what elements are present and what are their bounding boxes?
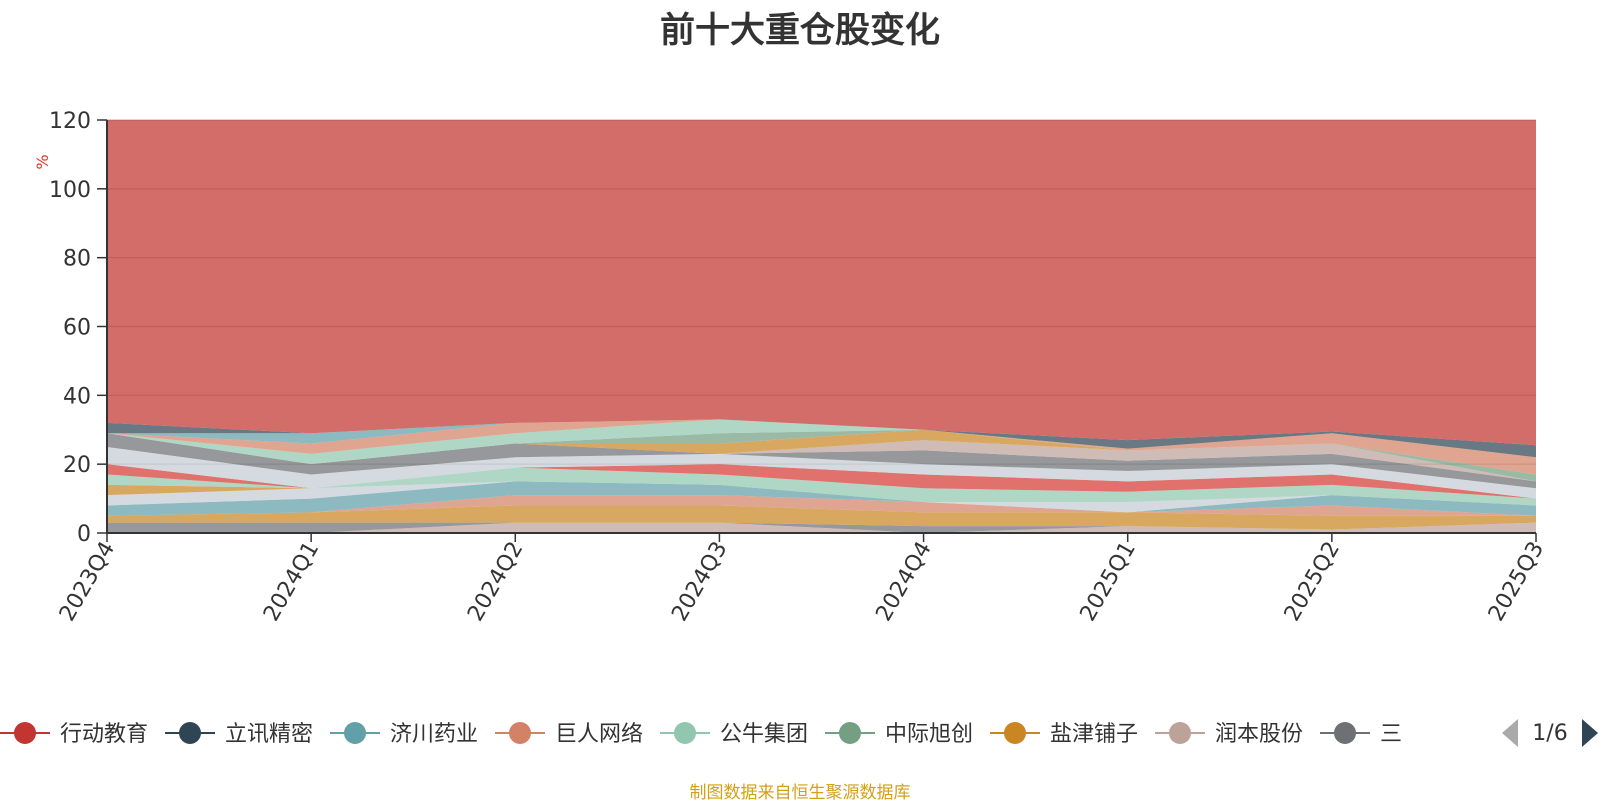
y-tick-label: 60 <box>63 316 91 341</box>
area-series[interactable] <box>107 433 1536 489</box>
area-series[interactable] <box>107 522 1536 533</box>
legend-item[interactable]: 立讯精密 <box>165 722 313 747</box>
legend-label: 三 <box>1380 722 1402 747</box>
y-tick-label: 20 <box>63 453 91 478</box>
y-axis-unit-label: % <box>33 154 52 169</box>
legend-marker-icon <box>14 722 36 744</box>
legend-label: 行动教育 <box>60 722 148 747</box>
legend-item[interactable]: 行动教育 <box>0 722 148 747</box>
y-tick-label: 0 <box>77 522 91 547</box>
legend-marker-icon <box>674 722 696 744</box>
area-series[interactable] <box>107 464 1536 499</box>
x-tick-label: 2025Q1 <box>1076 538 1141 626</box>
legend-item[interactable]: 三 <box>1320 722 1402 747</box>
y-tick-label: 40 <box>63 384 91 409</box>
legend[interactable]: 行动教育 立讯精密 济川药业 巨人网络 公牛集团 中际旭创 盐津铺子 润本股份 三 <box>0 722 1402 747</box>
legend-item[interactable]: 中际旭创 <box>825 722 973 747</box>
x-tick-label: 2024Q4 <box>871 538 936 626</box>
y-tick-label: 120 <box>49 109 91 134</box>
x-tick-label: 2025Q3 <box>1484 538 1549 626</box>
legend-marker-icon <box>344 722 366 744</box>
area-series[interactable] <box>107 481 1536 516</box>
x-tick-label: 2024Q2 <box>463 538 528 626</box>
chart-title: 前十大重仓股变化 <box>659 11 940 51</box>
legend-item[interactable]: 济川药业 <box>330 722 478 747</box>
legend-next-icon[interactable] <box>1582 719 1598 747</box>
area-layer <box>107 120 1536 533</box>
area-series[interactable] <box>107 522 1536 533</box>
area-series[interactable] <box>107 446 1536 499</box>
legend-prev-icon[interactable] <box>1502 719 1518 747</box>
area-series[interactable] <box>107 419 1536 458</box>
legend-label: 盐津铺子 <box>1050 722 1138 747</box>
area-series[interactable] <box>107 120 1536 446</box>
area-series[interactable] <box>107 505 1536 530</box>
area-series[interactable] <box>107 467 1536 506</box>
legend-page-indicator: 1/6 <box>1532 721 1567 746</box>
x-tick-label: 2024Q1 <box>259 538 324 626</box>
legend-marker-icon <box>179 722 201 744</box>
legend-item[interactable]: 盐津铺子 <box>990 722 1138 747</box>
legend-marker-icon <box>1334 722 1356 744</box>
legend-marker-icon <box>839 722 861 744</box>
legend-marker-icon <box>1004 722 1026 744</box>
legend-item[interactable]: 巨人网络 <box>495 722 643 747</box>
y-tick-label: 100 <box>49 178 91 203</box>
area-series[interactable] <box>107 419 1536 475</box>
area-series[interactable] <box>107 429 1536 482</box>
legend-label: 中际旭创 <box>885 722 973 747</box>
area-series[interactable] <box>107 419 1536 475</box>
legend-marker-icon <box>1169 722 1191 744</box>
legend-label: 立讯精密 <box>225 722 313 747</box>
x-tick-label: 2023Q4 <box>55 538 120 626</box>
legend-label: 公牛集团 <box>720 722 808 747</box>
legend-item[interactable]: 润本股份 <box>1155 722 1303 747</box>
legend-label: 济川药业 <box>390 722 478 747</box>
legend-pager[interactable]: 1/6 <box>1502 719 1598 747</box>
x-tick-label: 2025Q2 <box>1280 538 1345 626</box>
legend-label: 巨人网络 <box>555 722 643 747</box>
area-series[interactable] <box>107 481 1536 513</box>
legend-item[interactable]: 公牛集团 <box>660 722 808 747</box>
x-tick-label: 2024Q3 <box>667 538 732 626</box>
y-tick-label: 80 <box>63 247 91 272</box>
legend-label: 润本股份 <box>1215 722 1303 747</box>
legend-marker-icon <box>509 722 531 744</box>
source-note: 制图数据来自恒生聚源数据库 <box>689 783 911 803</box>
area-series[interactable] <box>107 495 1536 516</box>
